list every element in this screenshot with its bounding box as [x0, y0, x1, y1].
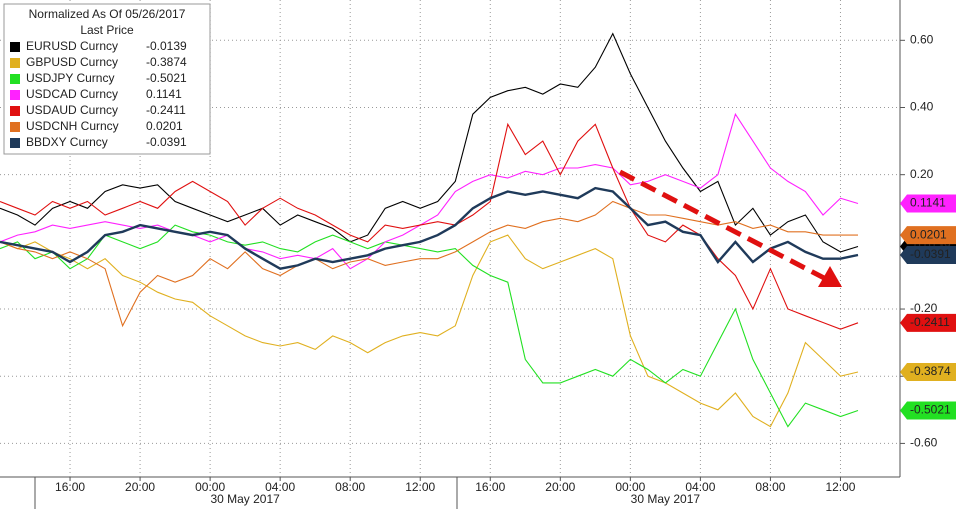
y-tick-label: -0.60 — [910, 436, 938, 450]
series-line — [0, 234, 859, 428]
x-tick-label: 04:00 — [265, 480, 295, 494]
x-tick-label: 00:00 — [615, 480, 645, 494]
x-tick-label: 16:00 — [475, 480, 505, 494]
series-line — [0, 32, 859, 253]
x-date-label: 30 May 2017 — [631, 492, 701, 506]
x-date-label: 30 May 2017 — [210, 492, 280, 506]
legend-label: BBDXY Curncy — [26, 135, 108, 149]
legend-value: -0.0139 — [146, 39, 187, 53]
series-line — [0, 112, 859, 270]
x-tick-label: 04:00 — [685, 480, 715, 494]
legend-label: EURUSD Curncy — [26, 39, 118, 53]
legend-value: -0.3874 — [146, 55, 187, 69]
price-tag — [900, 313, 956, 332]
legend-swatch — [10, 138, 20, 148]
legend-value: 0.0201 — [146, 119, 183, 133]
price-tag-label: -0.5021 — [910, 403, 951, 417]
price-tag — [900, 362, 956, 381]
series-line — [0, 122, 859, 330]
legend-swatch — [10, 106, 20, 116]
series-line — [0, 186, 859, 270]
legend-label: USDAUD Curncy — [26, 103, 118, 117]
trend-arrow — [618, 169, 830, 283]
price-tag — [900, 401, 956, 420]
series-line — [0, 200, 858, 328]
legend: Normalized As Of 05/26/2017 Last Price E… — [3, 3, 211, 155]
price-tag-label: -0.0391 — [910, 247, 951, 261]
y-tick-label: 0.40 — [910, 100, 934, 114]
legend-value: -0.2411 — [146, 103, 186, 117]
legend-subtitle: Last Price — [80, 23, 134, 37]
x-tick-label: 16:00 — [55, 480, 85, 494]
legend-swatch — [10, 74, 20, 84]
price-tag — [900, 245, 956, 264]
arrow-head — [818, 266, 842, 287]
legend-label: USDCAD Curncy — [26, 87, 118, 101]
legend-label: GBPUSD Curncy — [26, 55, 118, 69]
x-tick-label: 08:00 — [335, 480, 365, 494]
price-tag-label: -0.3874 — [910, 364, 951, 378]
legend-label: USDCNH Curncy — [26, 119, 119, 133]
x-tick-label: 20:00 — [545, 480, 575, 494]
legend-swatch — [10, 58, 20, 68]
y-tick-label: 0.60 — [910, 32, 934, 46]
legend-value: -0.5021 — [146, 71, 187, 85]
legend-label: USDJPY Curncy — [26, 71, 114, 85]
y-tick-label: 0.20 — [910, 167, 934, 181]
legend-value: 0.1141 — [146, 87, 182, 101]
legend-title: Normalized As Of 05/26/2017 — [29, 7, 186, 21]
price-tag — [900, 194, 956, 213]
price-tag-label: 0.1141 — [910, 196, 946, 210]
x-tick-label: 08:00 — [755, 480, 785, 494]
y-tick-label: -0.20 — [910, 301, 938, 315]
legend-value: -0.0391 — [146, 135, 187, 149]
price-tag — [900, 226, 956, 245]
price-tag-label: 0.0201 — [910, 227, 947, 241]
legend-swatch — [10, 42, 20, 52]
x-tick-label: 12:00 — [825, 480, 855, 494]
series-line — [0, 224, 859, 428]
legend-swatch — [10, 122, 20, 132]
legend-box — [3, 3, 211, 155]
x-tick-label: 12:00 — [405, 480, 435, 494]
legend-swatch — [10, 90, 20, 100]
price-tag-label: -0.2411 — [910, 315, 950, 329]
x-tick-label: 20:00 — [125, 480, 155, 494]
plot-area — [0, 0, 900, 477]
x-tick-label: 00:00 — [195, 480, 225, 494]
